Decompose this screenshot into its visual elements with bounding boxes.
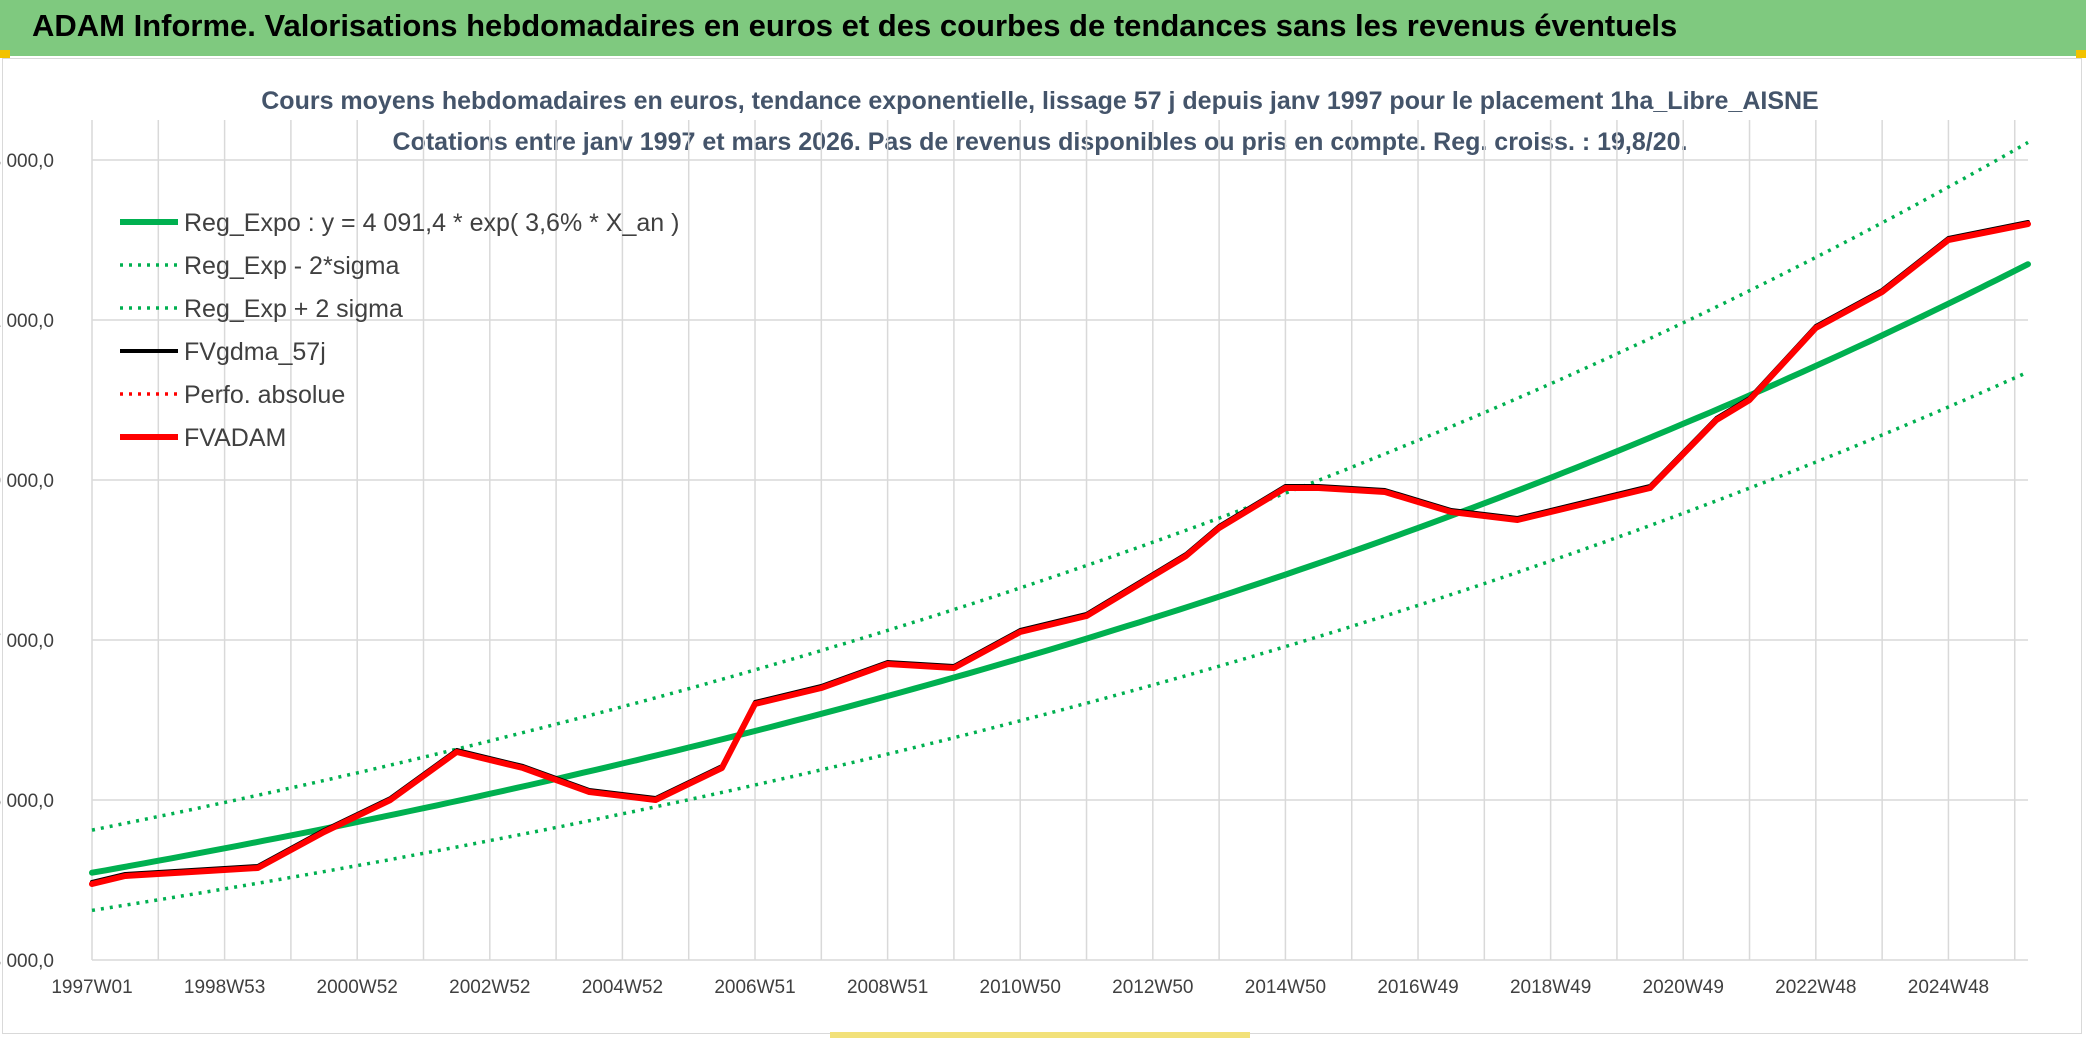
header-bar: ADAM Informe. Valorisations hebdomadaire… — [0, 0, 2086, 56]
chart-subtitle: Cotations entre janv 1997 et mars 2026. … — [393, 128, 1688, 156]
corner-accent-right — [2076, 50, 2086, 58]
legend-label: Perfo. absolue — [184, 381, 345, 409]
x-tick-label: 2000W52 — [317, 977, 398, 998]
x-tick-label: 2020W49 — [1643, 977, 1724, 998]
y-tick-label: 9 000,0 — [0, 471, 54, 492]
grid-x — [91, 120, 2016, 960]
bottom-accent — [830, 1032, 1250, 1038]
y-tick-label: 5 000,0 — [0, 791, 54, 812]
corner-accent-left — [0, 50, 10, 58]
page-title: ADAM Informe. Valorisations hebdomadaire… — [32, 8, 1678, 43]
legend-label: Reg_Expo : y = 4 091,4 * exp( 3,6% * X_a… — [184, 209, 679, 237]
series-line-1 — [91, 370, 2029, 913]
x-tick-label: 2010W50 — [980, 977, 1061, 998]
series-layer — [89, 140, 2031, 913]
grid-y — [92, 159, 2028, 961]
chart-title: Cours moyens hebdomadaires en euros, ten… — [261, 87, 1818, 115]
x-tick-label: 1997W01 — [51, 977, 132, 998]
legend-label: Reg_Exp + 2 sigma — [184, 295, 403, 323]
legend-label: FVADAM — [184, 424, 286, 452]
x-tick-label: 2006W51 — [714, 977, 795, 998]
legend-label: Reg_Exp - 2*sigma — [184, 252, 399, 280]
series-line-2 — [91, 140, 2029, 832]
x-tick-label: 2012W50 — [1112, 977, 1193, 998]
x-tick-label: 2004W52 — [582, 977, 663, 998]
x-tick-label: 1998W53 — [184, 977, 265, 998]
series-line-5 — [89, 221, 2031, 887]
legend-label: FVgdma_57j — [184, 338, 326, 366]
x-axis-ticks: 1997W01 1998W53 2000W52 2002W52 2004W52 2006W… — [51, 977, 1989, 998]
y-tick-label: 7 000,0 — [0, 631, 54, 652]
x-tick-label: 2018W49 — [1510, 977, 1591, 998]
y-axis-ticks: 3 000,0 5 000,0 7 000,0 9 000,0 11 000,0 13 0… — [0, 151, 54, 972]
y-tick-label: 13 000,0 — [0, 151, 54, 172]
series-line-0 — [89, 261, 2031, 876]
y-tick-label: 11 000,0 — [0, 311, 54, 332]
x-tick-label: 2016W49 — [1377, 977, 1458, 998]
x-tick-label: 2022W48 — [1775, 977, 1856, 998]
x-tick-label: 2024W48 — [1908, 977, 1989, 998]
x-tick-label: 2014W50 — [1245, 977, 1326, 998]
x-tick-label: 2002W52 — [449, 977, 530, 998]
legend: Reg_Expo : y = 4 091,4 * exp( 3,6% * X_a… — [120, 209, 679, 452]
y-tick-label: 3 000,0 — [0, 951, 54, 972]
x-tick-label: 2008W51 — [847, 977, 928, 998]
